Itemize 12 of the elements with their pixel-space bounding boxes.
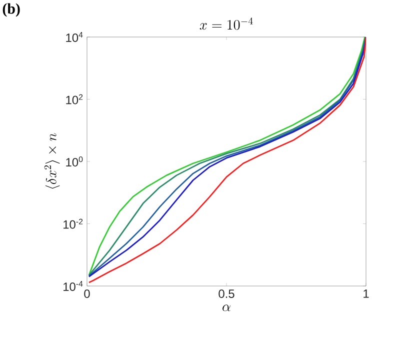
x-tick-label: 0 (84, 290, 90, 298)
chart-title: $x = 10^{-4}$ (200, 18, 253, 30)
text: (b) (2, 3, 20, 17)
y-tick-label: 10$^{2}$ (66, 94, 83, 104)
y-tick-label: 10$^{0}$ (66, 156, 83, 167)
x-tick-label: 1 (364, 290, 369, 298)
y-tick-label: 10$^{4}$ (66, 32, 83, 42)
x-tick-label: 0.5 (218, 290, 234, 298)
y-tick-label: 10$^{-2}$ (64, 218, 83, 229)
x-axis-title: $\alpha$ (222, 304, 230, 312)
y-tick-label: 10$^{-4}$ (64, 281, 83, 291)
y-axis-title: $\langle \delta x^2 \rangle \times n$ (44, 133, 60, 189)
